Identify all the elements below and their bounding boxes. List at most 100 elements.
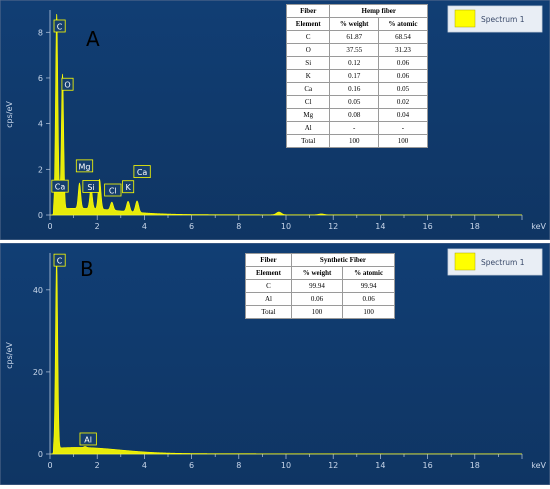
- table-cell: 100: [342, 305, 395, 319]
- y-tick-label: 2: [38, 165, 43, 174]
- legend-entry: Spectrum 1: [481, 15, 525, 24]
- table-cell: 0.12: [329, 56, 379, 70]
- table-row: Al 0.06 0.06: [245, 292, 395, 306]
- x-axis-label: keV: [531, 222, 546, 231]
- table-row: O 37.55 31.23: [285, 43, 429, 57]
- x-tick-label: 10: [281, 222, 291, 231]
- spectrum-panel-b: 0 2 4 6 8 10 12 14 16 18 keV 0 20 40 cps/eV C Al Spectrum…: [0, 242, 550, 486]
- x-tick-label: 14: [375, 222, 385, 231]
- table-cell: 0.04: [377, 108, 429, 122]
- peak-label-box: [53, 253, 66, 267]
- table-cell: 0.06: [377, 56, 429, 70]
- table-header-row: Element% weight% atomic: [245, 266, 395, 280]
- x-tick-label: 8: [236, 222, 241, 231]
- table-header-row: Fiber Hemp fiber: [285, 4, 428, 18]
- peak-label: Cl: [104, 183, 122, 197]
- table-header-cell: % weight: [290, 266, 344, 280]
- peak-label-text: Al: [84, 435, 92, 444]
- x-tick-label: 6: [189, 222, 194, 231]
- x-tick-label: 0: [47, 461, 52, 470]
- x-tick-label: 2: [95, 222, 100, 231]
- composition-table-a: Fiber Hemp fiber Element% weight% atomic C 6…: [285, 4, 429, 148]
- table-header-cell: Synthetic Fiber: [290, 253, 396, 267]
- table-cell: -: [329, 121, 379, 135]
- y-axis-label: cps/eV: [5, 101, 14, 128]
- table-header-row: Element% weight% atomic: [285, 17, 429, 31]
- table-row: Total 100 100: [285, 134, 429, 148]
- peak-label: O: [61, 77, 74, 91]
- legend-swatch: [454, 9, 476, 28]
- peak-label-box: [82, 180, 100, 193]
- table-header-cell: % atomic: [377, 17, 429, 31]
- table-row: Al - -: [285, 121, 429, 135]
- legend-entry: Spectrum 1: [481, 258, 525, 267]
- table-cell: 31.23: [377, 43, 429, 57]
- table-cell: 0.08: [329, 108, 379, 122]
- table-row: C 61.87 68.54: [285, 30, 429, 44]
- y-tick-label: 4: [38, 120, 43, 129]
- table-cell: -: [377, 121, 429, 135]
- table-cell: 99.94: [290, 279, 344, 293]
- table-header-cell: Hemp fiber: [329, 4, 428, 18]
- table-cell: Ca: [285, 82, 331, 96]
- peak-label-text: O: [64, 81, 70, 90]
- y-tick-label: 6: [38, 74, 43, 83]
- table-cell: Cl: [285, 95, 331, 109]
- x-tick-label: 2: [95, 461, 100, 470]
- y-tick-label: 0: [38, 450, 43, 459]
- composition-table-b: Fiber Synthetic Fiber Element% weight% ato…: [245, 253, 396, 319]
- table-cell: 100: [290, 305, 344, 319]
- table-cell: 0.17: [329, 69, 379, 83]
- table-cell: 100: [329, 134, 379, 148]
- spectrum-series: [50, 257, 523, 455]
- peak-label-text: Si: [87, 183, 94, 192]
- table-cell: 99.94: [342, 279, 395, 293]
- table-row: Mg 0.08 0.04: [285, 108, 429, 122]
- table-cell: Total: [245, 305, 292, 319]
- peak-label-text: C: [57, 22, 63, 31]
- x-tick-label: 14: [375, 461, 385, 470]
- table-row: K 0.17 0.06: [285, 69, 429, 83]
- table-cell: 0.05: [377, 82, 429, 96]
- table-header-cell: Element: [245, 266, 292, 280]
- table-cell: K: [285, 69, 331, 83]
- x-tick-label: 16: [423, 222, 433, 231]
- table-header-cell: % weight: [329, 17, 379, 31]
- x-tick-label: 18: [470, 461, 480, 470]
- table-cell: 68.54: [377, 30, 429, 44]
- table-cell: Al: [245, 292, 292, 306]
- plot-background: [0, 0, 550, 241]
- table-cell: 0.16: [329, 82, 379, 96]
- peak-label-text: C: [57, 257, 63, 266]
- x-tick-label: 0: [47, 222, 52, 231]
- peak-label: C: [53, 19, 66, 33]
- peak-label-box: [53, 19, 66, 33]
- x-tick-label: 18: [470, 222, 480, 231]
- table-cell: 61.87: [329, 30, 379, 44]
- peak-label-box: [61, 77, 74, 91]
- peak-label-text: Cl: [109, 187, 117, 196]
- panel-letter: A: [86, 27, 100, 51]
- x-tick-label: 4: [142, 222, 147, 231]
- table-cell: C: [245, 279, 292, 293]
- table-row: Ca 0.16 0.05: [285, 82, 429, 96]
- table-header-cell: % atomic: [342, 266, 395, 280]
- x-tick-label: 10: [281, 461, 291, 470]
- y-tick-label: 20: [33, 368, 43, 377]
- table-cell: 100: [377, 134, 429, 148]
- peak-label: Si: [82, 180, 100, 193]
- peak-label-box: [122, 180, 135, 194]
- table-cell: 37.55: [329, 43, 379, 57]
- x-tick-label: 12: [328, 461, 338, 470]
- y-tick-label: 0: [38, 211, 43, 220]
- spectrum-panel-a: 0 2 4 6 8 10 12 14 16 18 keV 0 2 4 6 8 cps/eV C O Ca Mg Si Cl K…: [0, 0, 550, 241]
- x-tick-label: 12: [328, 222, 338, 231]
- peak-label: Ca: [51, 179, 69, 193]
- table-row: Si 0.12 0.06: [285, 56, 429, 70]
- x-tick-label: 16: [423, 461, 433, 470]
- table-cell: Al: [285, 121, 331, 135]
- table-row: Cl 0.05 0.02: [285, 95, 429, 109]
- table-cell: O: [285, 43, 331, 57]
- table-cell: 0.06: [342, 292, 395, 306]
